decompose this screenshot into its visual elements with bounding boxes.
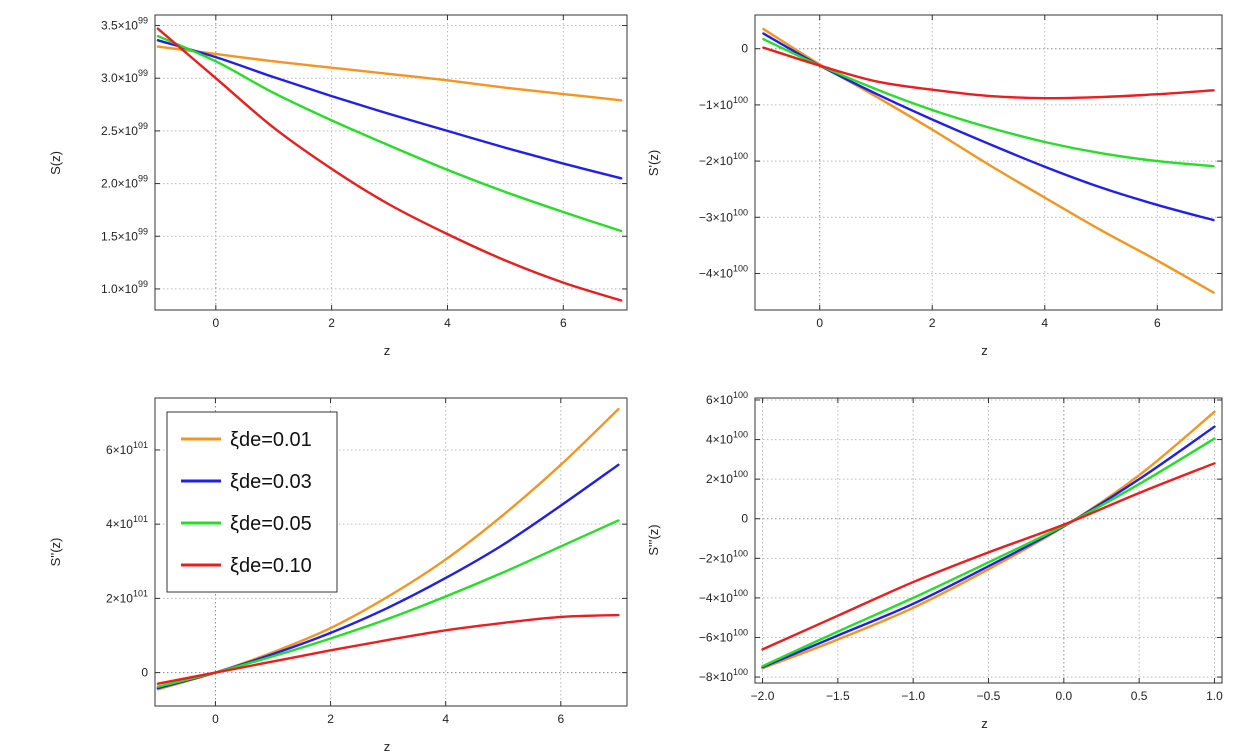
y-tick-label: −8×10100 (699, 667, 748, 684)
x-tick-label: 6 (560, 316, 567, 330)
y-tick-label: −1×10100 (699, 95, 748, 112)
x-tick-label: −1.5 (826, 689, 850, 703)
x-axis-label: z (981, 716, 988, 731)
series-line-3 (762, 37, 1215, 168)
y-tick-label: 0 (741, 42, 748, 56)
chart-s-triple-prime: −2.0 −1.5 −1.0 −0.5 0.0 0.5 1.0 6×10100 4×10100 2… (646, 390, 1223, 731)
y-tick-label: 4×10101 (106, 514, 148, 531)
series-line-1 (761, 410, 1216, 670)
legend: ξde=0.01 ξde=0.03 ξde=0.05 ξde=0.10 (166, 411, 338, 593)
series-line-4 (762, 46, 1215, 100)
y-tick-label: 6×10100 (706, 390, 748, 407)
y-tick-label: 0 (141, 666, 148, 680)
plot-frame (154, 397, 628, 707)
y-tick-label: −3×10100 (699, 207, 748, 224)
x-tick-label: 6 (557, 712, 564, 726)
plot-frame (754, 14, 1223, 311)
legend-label: ξde=0.10 (230, 555, 312, 577)
x-axis-label: z (384, 343, 391, 358)
y-tick-label: 2×10100 (706, 469, 748, 486)
y-tick-label: −4×10100 (699, 588, 748, 605)
x-tick-label: 2 (328, 316, 335, 330)
y-axis-label: S(z) (48, 151, 63, 175)
y-axis-label: S'''(z) (646, 524, 661, 555)
y-tick-label: 1.0×1099 (101, 279, 148, 296)
x-tick-label: 2 (327, 712, 334, 726)
x-tick-label: 0 (816, 316, 823, 330)
series-line-3 (156, 519, 620, 688)
plot-frame (154, 14, 628, 311)
x-tick-label: −1.0 (901, 689, 925, 703)
series-line-3 (761, 437, 1216, 668)
x-tick-label: 0 (212, 712, 219, 726)
x-axis-label: z (981, 343, 988, 358)
chart-s-prime: 0 2 4 6 0 −1×10100 −2×10100 −3×10100 −4×10100 z S'… (646, 14, 1223, 358)
x-axis-label: z (384, 739, 391, 752)
x-tick-label: 1.0 (1206, 689, 1223, 703)
y-axis-label: S''(z) (48, 538, 63, 567)
y-tick-label: 2.5×1099 (101, 121, 148, 138)
y-tick-label: −2×10100 (699, 548, 748, 565)
chart-s: 0 2 4 6 1.0×1099 1.5×1099 2.0×1099 2.5×1099 3.0×… (48, 14, 628, 358)
y-tick-label: 3.0×1099 (101, 68, 148, 85)
y-tick-label: 2×10101 (106, 588, 148, 605)
y-tick-label: 4×10100 (706, 430, 748, 447)
series-line-3 (156, 34, 623, 233)
legend-label: ξde=0.03 (230, 471, 312, 493)
x-tick-label: −2.0 (751, 689, 775, 703)
series-line-1 (156, 45, 623, 102)
x-tick-label: 0 (212, 316, 219, 330)
x-tick-label: 4 (444, 316, 451, 330)
series-line-2 (156, 39, 623, 180)
x-tick-label: 0.0 (1055, 689, 1072, 703)
y-tick-label: −2×10100 (699, 151, 748, 168)
x-tick-label: 4 (1041, 316, 1048, 330)
legend-box (166, 411, 338, 593)
series-line-4 (761, 462, 1216, 651)
y-tick-label: 1.5×1099 (101, 226, 148, 243)
y-tick-label: −6×10100 (699, 627, 748, 644)
y-tick-label: 0 (741, 512, 748, 526)
y-tick-label: 3.5×1099 (101, 16, 148, 33)
series-line-4 (156, 613, 620, 685)
y-tick-label: 6×10101 (106, 440, 148, 457)
y-tick-label: 2.0×1099 (101, 174, 148, 191)
legend-label: ξde=0.05 (230, 513, 312, 535)
series-line-2 (761, 425, 1216, 669)
series-line-4 (156, 27, 623, 302)
x-tick-label: 6 (1154, 316, 1161, 330)
x-tick-label: 4 (442, 712, 449, 726)
x-tick-label: −0.5 (977, 689, 1001, 703)
y-tick-label: −4×10100 (699, 263, 748, 280)
x-tick-label: 0.5 (1131, 689, 1148, 703)
x-tick-label: 2 (929, 316, 936, 330)
y-axis-label: S'(z) (646, 150, 661, 176)
legend-label: ξde=0.01 (230, 429, 312, 451)
chart-s-double-prime: 0 2 4 6 0 2×10101 4×10101 6×10101 z S''(z) (48, 397, 628, 752)
